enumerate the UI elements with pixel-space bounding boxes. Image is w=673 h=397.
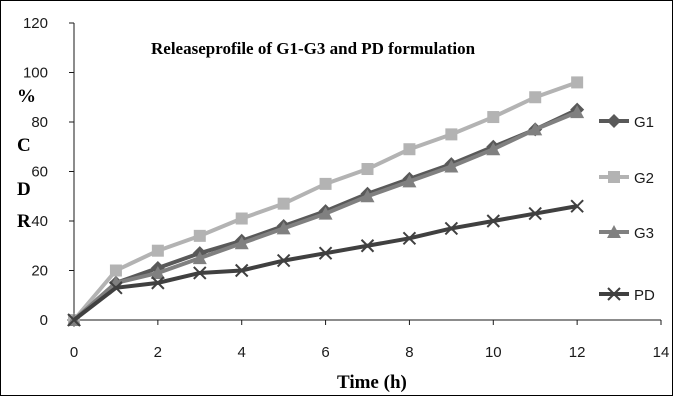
- data-point-pd: [151, 276, 165, 290]
- data-point-pd: [235, 263, 249, 278]
- data-point-pd: [570, 199, 584, 213]
- legend-marker-pd: [607, 287, 621, 301]
- data-point-g3: [528, 122, 543, 136]
- legend-label-g2: G2: [634, 170, 654, 187]
- data-point-pd: [402, 231, 417, 246]
- data-point-g2: [571, 76, 584, 89]
- y-tick-label: 40: [31, 213, 48, 230]
- data-point-pd: [193, 266, 207, 280]
- y-axis-label-char: D: [17, 179, 31, 200]
- chart-title: Releaseprofile of G1-G3 and PD formulati…: [151, 39, 476, 58]
- legend-marker-g3: [607, 225, 621, 238]
- x-tick-label: 6: [321, 344, 329, 361]
- y-tick-label: 0: [40, 312, 48, 329]
- x-tick-label: 12: [569, 344, 586, 361]
- x-tick-label: 14: [653, 344, 670, 361]
- data-point-pd: [486, 214, 500, 228]
- legend-label-g1: G1: [634, 114, 654, 131]
- data-point-g3: [234, 236, 249, 250]
- legend-marker-g1: [607, 114, 621, 128]
- x-tick-label: 4: [238, 344, 246, 361]
- series-line-pd: [72, 204, 578, 322]
- series-g3: [67, 105, 585, 326]
- x-tick-label: 0: [70, 344, 78, 361]
- y-axis-label-char: R: [17, 211, 31, 232]
- data-point-pd: [444, 221, 459, 236]
- data-point-g2: [109, 264, 122, 277]
- data-point-g2: [403, 143, 416, 156]
- data-point-g2: [277, 197, 290, 210]
- series-pd: [67, 199, 584, 327]
- y-axis-label-char: C: [17, 135, 31, 156]
- data-point-g2: [235, 212, 248, 225]
- legend-label-g3: G3: [634, 225, 654, 242]
- data-point-g3: [444, 159, 459, 173]
- data-point-pd: [318, 246, 333, 260]
- data-point-g3: [318, 206, 333, 220]
- data-point-g2: [319, 177, 332, 190]
- data-point-pd: [67, 313, 81, 327]
- data-point-pd: [528, 206, 542, 221]
- y-axis-label-char: %: [17, 86, 36, 107]
- data-point-g3: [486, 142, 501, 156]
- data-point-g3: [150, 265, 165, 279]
- y-tick-label: 80: [31, 114, 48, 131]
- x-tick-label: 8: [405, 344, 413, 361]
- data-point-g3: [276, 221, 291, 235]
- data-point-pd: [276, 253, 291, 268]
- x-tick-label: 10: [485, 344, 502, 361]
- y-tick-label: 20: [31, 263, 48, 280]
- legend-item-g1: G1: [599, 114, 654, 131]
- data-point-g2: [487, 111, 500, 124]
- data-point-g2: [529, 91, 542, 104]
- data-point-pd: [109, 281, 123, 295]
- legend-item-pd: PD: [599, 287, 655, 304]
- data-point-g2: [445, 128, 458, 141]
- legend-item-g2: G2: [599, 170, 654, 187]
- data-point-g3: [402, 174, 417, 188]
- data-point-pd: [360, 239, 375, 253]
- x-tick-label: 2: [154, 344, 162, 361]
- series-g2: [68, 76, 584, 326]
- y-tick-label: 100: [23, 65, 48, 82]
- data-point-g3: [570, 105, 585, 119]
- y-tick-label: 120: [23, 15, 48, 32]
- data-point-g3: [192, 251, 207, 265]
- data-point-g2: [361, 163, 374, 176]
- data-point-g2: [193, 229, 206, 242]
- y-tick-label: 60: [31, 164, 48, 181]
- legend-marker-g2: [608, 171, 620, 183]
- data-point-g2: [151, 244, 164, 257]
- x-axis-label: Time (h): [337, 372, 407, 393]
- legend-item-g3: G3: [599, 225, 654, 242]
- legend-label-pd: PD: [634, 287, 655, 304]
- data-point-g3: [360, 189, 375, 203]
